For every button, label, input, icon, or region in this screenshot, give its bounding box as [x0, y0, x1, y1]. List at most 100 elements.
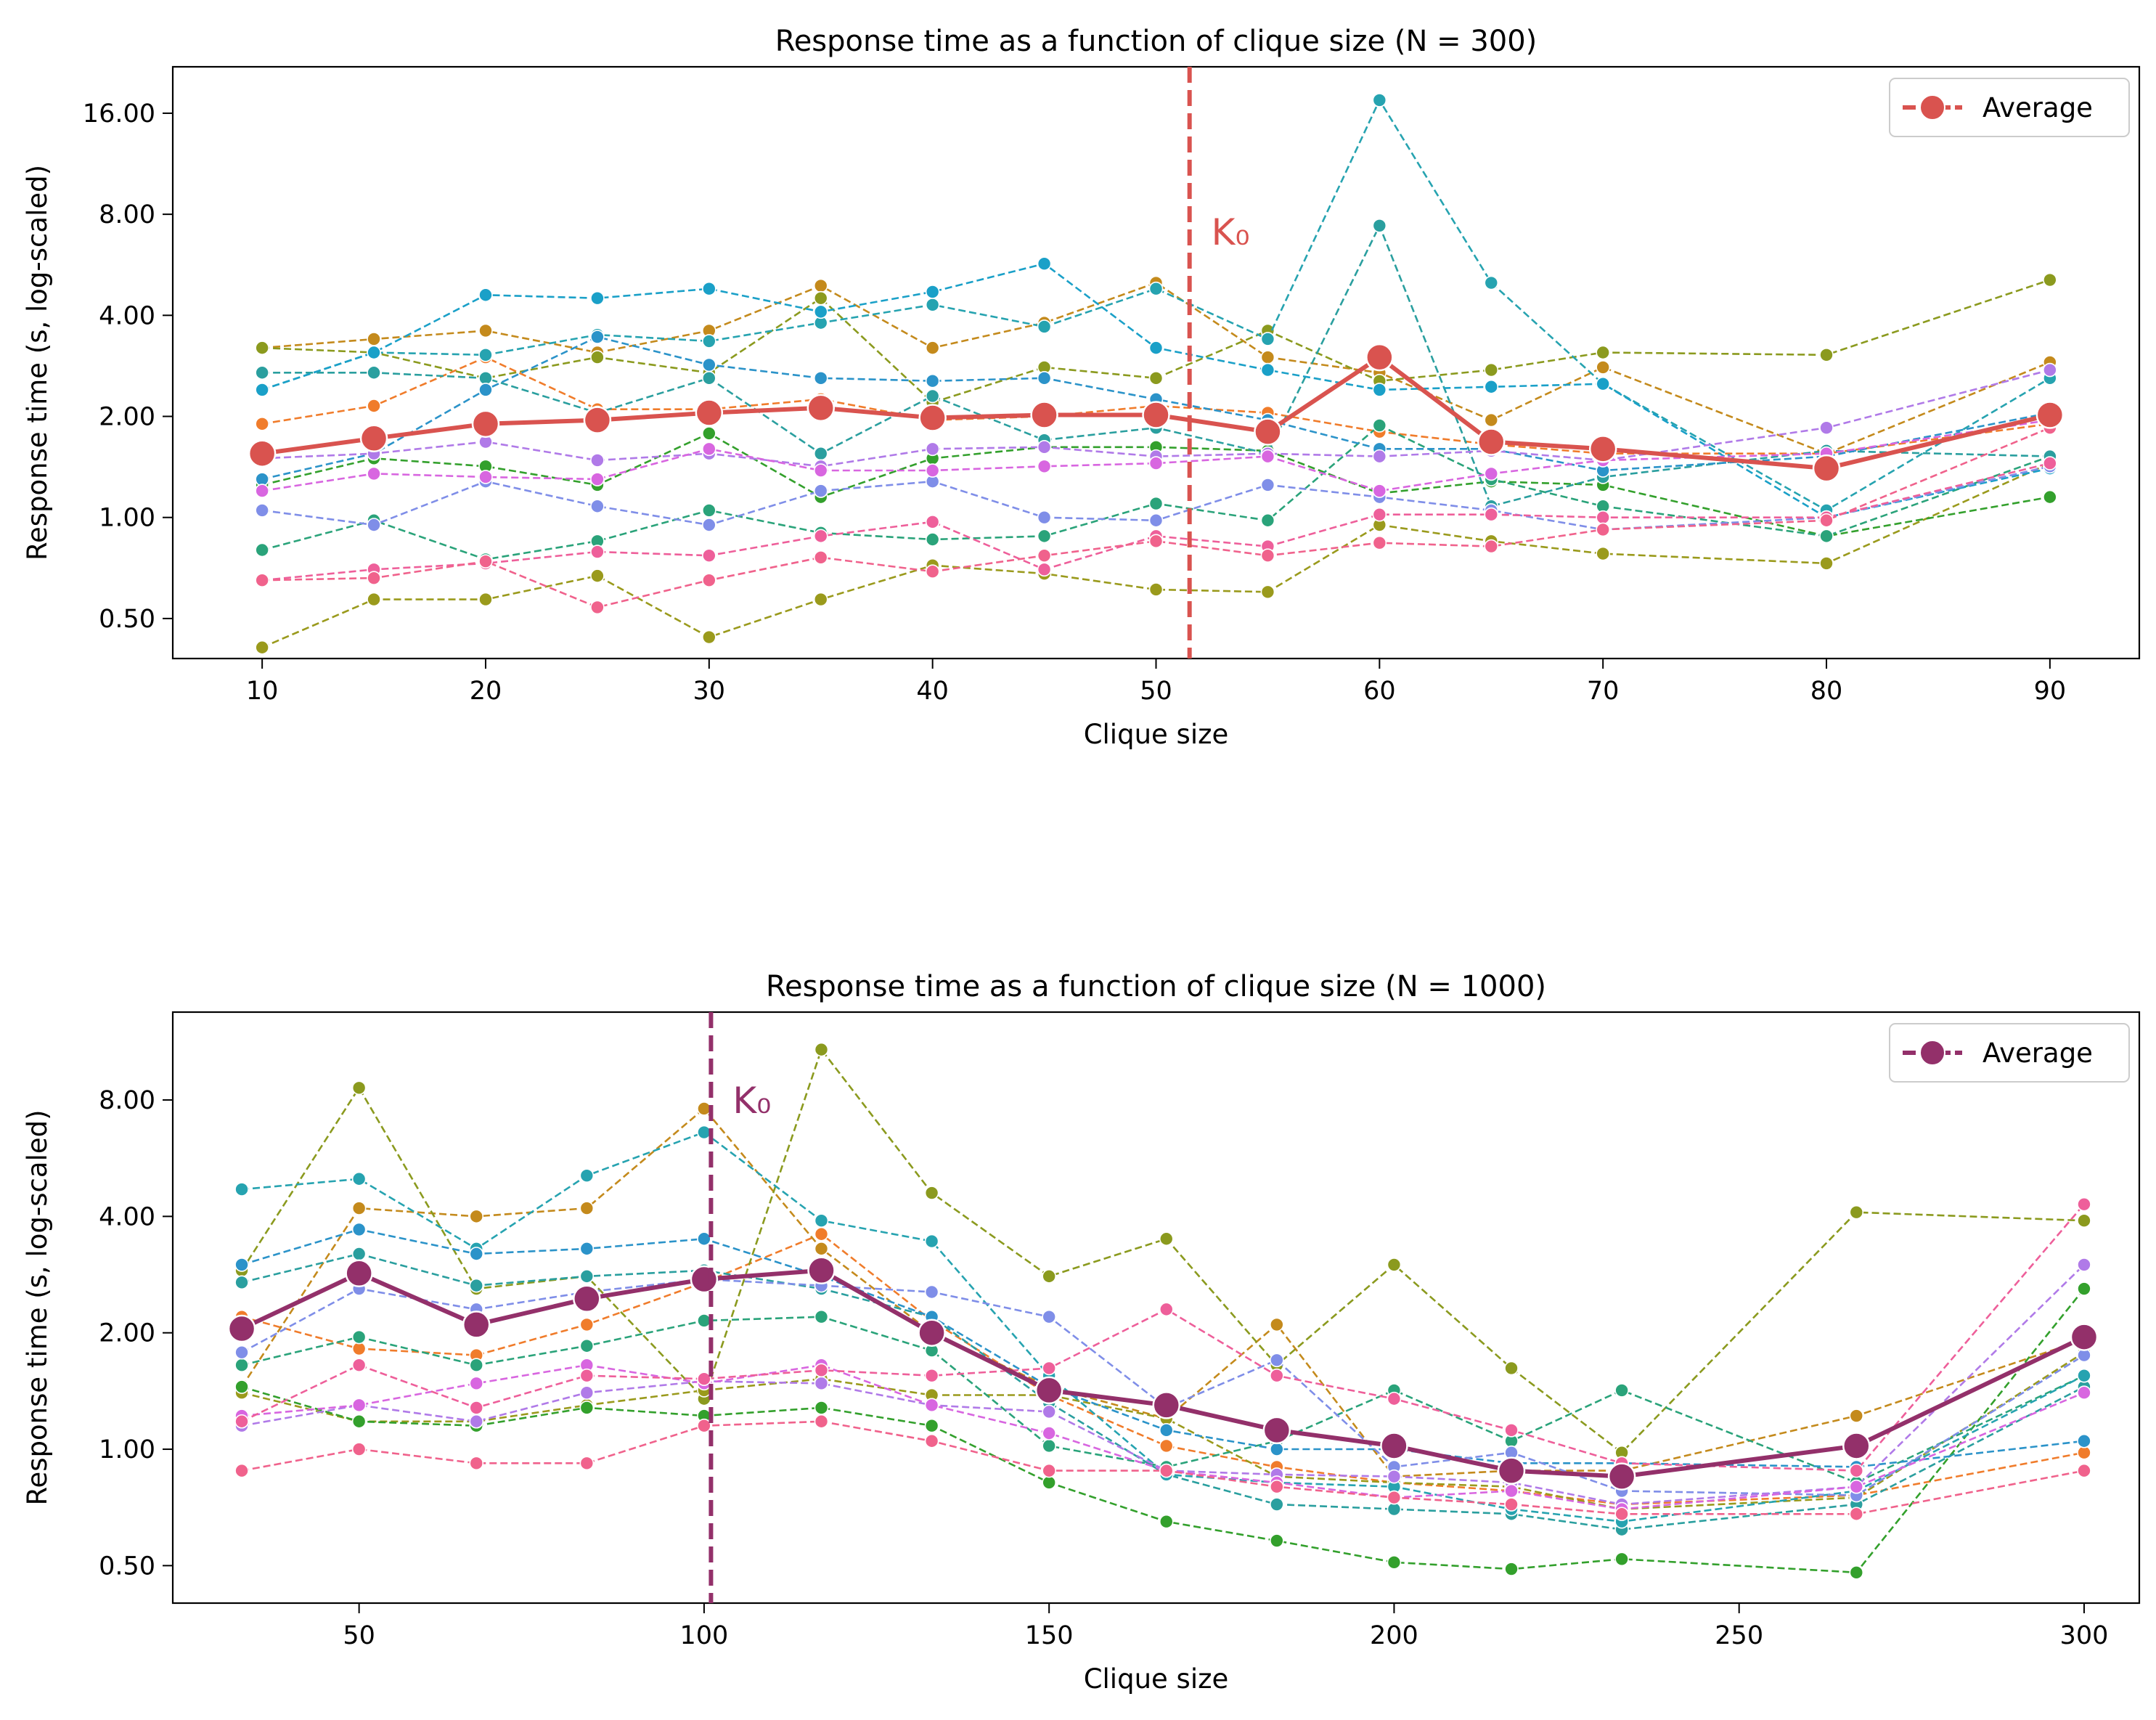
series-point: [1504, 1497, 1519, 1512]
series-point: [1037, 319, 1052, 334]
series-point: [1372, 449, 1387, 464]
series-point: [2077, 1197, 2091, 1212]
average-point: [1034, 1376, 1063, 1405]
series-point: [1037, 562, 1052, 577]
series-point: [234, 1379, 249, 1394]
series-point: [469, 1376, 484, 1391]
series-line-12: [241, 1364, 2085, 1510]
series-point: [1614, 1383, 1629, 1398]
series-point: [702, 503, 716, 518]
x-tick-label: 80: [1810, 677, 1843, 706]
series-point: [1159, 1463, 1174, 1478]
series-point: [814, 1363, 829, 1378]
series-point: [814, 1401, 829, 1415]
series-point: [1819, 347, 1834, 362]
series-point: [2043, 456, 2057, 470]
series-point: [1148, 371, 1164, 386]
series-point: [924, 1368, 939, 1383]
series-point: [579, 1456, 595, 1471]
series-point: [1372, 535, 1387, 550]
chart-title: Response time as a function of clique si…: [775, 25, 1538, 58]
legend-marker: [1919, 1040, 1945, 1066]
series-point: [813, 592, 828, 607]
y-tick-label: 0.50: [99, 605, 155, 634]
average-point: [1152, 1391, 1181, 1419]
series-point: [1260, 362, 1275, 378]
series-point: [478, 592, 493, 607]
series-point: [351, 1414, 367, 1429]
series-point: [1042, 1309, 1056, 1324]
legend-box: [1889, 78, 2130, 137]
series-point: [367, 399, 381, 413]
x-tick-label: 150: [1025, 1621, 1074, 1650]
series-point: [1042, 1475, 1056, 1490]
series-point: [255, 341, 269, 355]
chart-panel-2: Response time as a function of clique si…: [22, 970, 2141, 1695]
series-point: [925, 285, 940, 299]
series-point: [813, 290, 828, 306]
k0-label: K₀: [1212, 211, 1250, 253]
series-point: [924, 1433, 939, 1448]
x-tick-label: 60: [1363, 677, 1396, 706]
series-point: [1159, 1514, 1174, 1529]
series-point: [351, 1398, 367, 1413]
series-point: [367, 571, 381, 585]
series-point: [1372, 484, 1387, 498]
series-point: [1148, 281, 1164, 296]
series-point: [1849, 1479, 1864, 1494]
series-point: [702, 548, 716, 563]
series-line-3: [241, 1047, 2085, 1454]
average-point: [1365, 343, 1394, 372]
series-point: [367, 592, 381, 607]
series-point: [1148, 534, 1164, 549]
series-point: [814, 1226, 829, 1242]
legend: Average: [1889, 78, 2130, 137]
series-point: [814, 1042, 829, 1057]
x-tick-label: 50: [343, 1621, 375, 1650]
series-point: [579, 1385, 595, 1401]
series-point: [351, 1442, 367, 1456]
series-point: [1042, 1404, 1056, 1419]
series-point: [1387, 1469, 1402, 1484]
series-point: [814, 1309, 829, 1324]
y-tick-label: 1.00: [99, 504, 155, 533]
series-point: [1037, 440, 1052, 455]
series-point: [1037, 256, 1052, 272]
series-point: [702, 441, 716, 457]
series-point: [1148, 456, 1164, 470]
series-point: [255, 365, 269, 380]
series-point: [351, 1358, 367, 1373]
x-tick-label: 20: [470, 677, 502, 706]
x-tick-label: 250: [1715, 1621, 1763, 1650]
series-point: [478, 383, 493, 397]
series-line-6: [241, 1316, 2085, 1484]
series-point: [1270, 1353, 1284, 1368]
series-point: [579, 1242, 595, 1256]
y-tick-label: 8.00: [99, 1086, 155, 1115]
series-point: [1484, 466, 1499, 481]
series-point: [1148, 582, 1164, 597]
series-point: [1042, 1361, 1056, 1376]
legend-box: [1889, 1023, 2130, 1083]
series-point: [925, 341, 940, 355]
series-point: [579, 1201, 595, 1215]
series-point: [1484, 362, 1499, 378]
average-point: [1142, 401, 1170, 429]
average-point: [1262, 1416, 1291, 1445]
x-tick-label: 70: [1587, 677, 1620, 706]
average-point: [1607, 1462, 1636, 1491]
series-point: [813, 484, 828, 498]
series-point: [1270, 1497, 1284, 1512]
series-point: [702, 573, 716, 588]
y-tick-label: 0.50: [99, 1552, 155, 1581]
series-line-4: [241, 1351, 2085, 1510]
series-point: [1037, 459, 1052, 474]
series-point: [1042, 1269, 1056, 1284]
series-point: [590, 350, 605, 364]
series-point: [590, 453, 605, 468]
series-point: [925, 564, 940, 579]
series-point: [697, 1313, 711, 1328]
series-point: [2077, 1463, 2091, 1478]
average-point: [1812, 454, 1841, 483]
series-point: [1387, 1391, 1402, 1406]
